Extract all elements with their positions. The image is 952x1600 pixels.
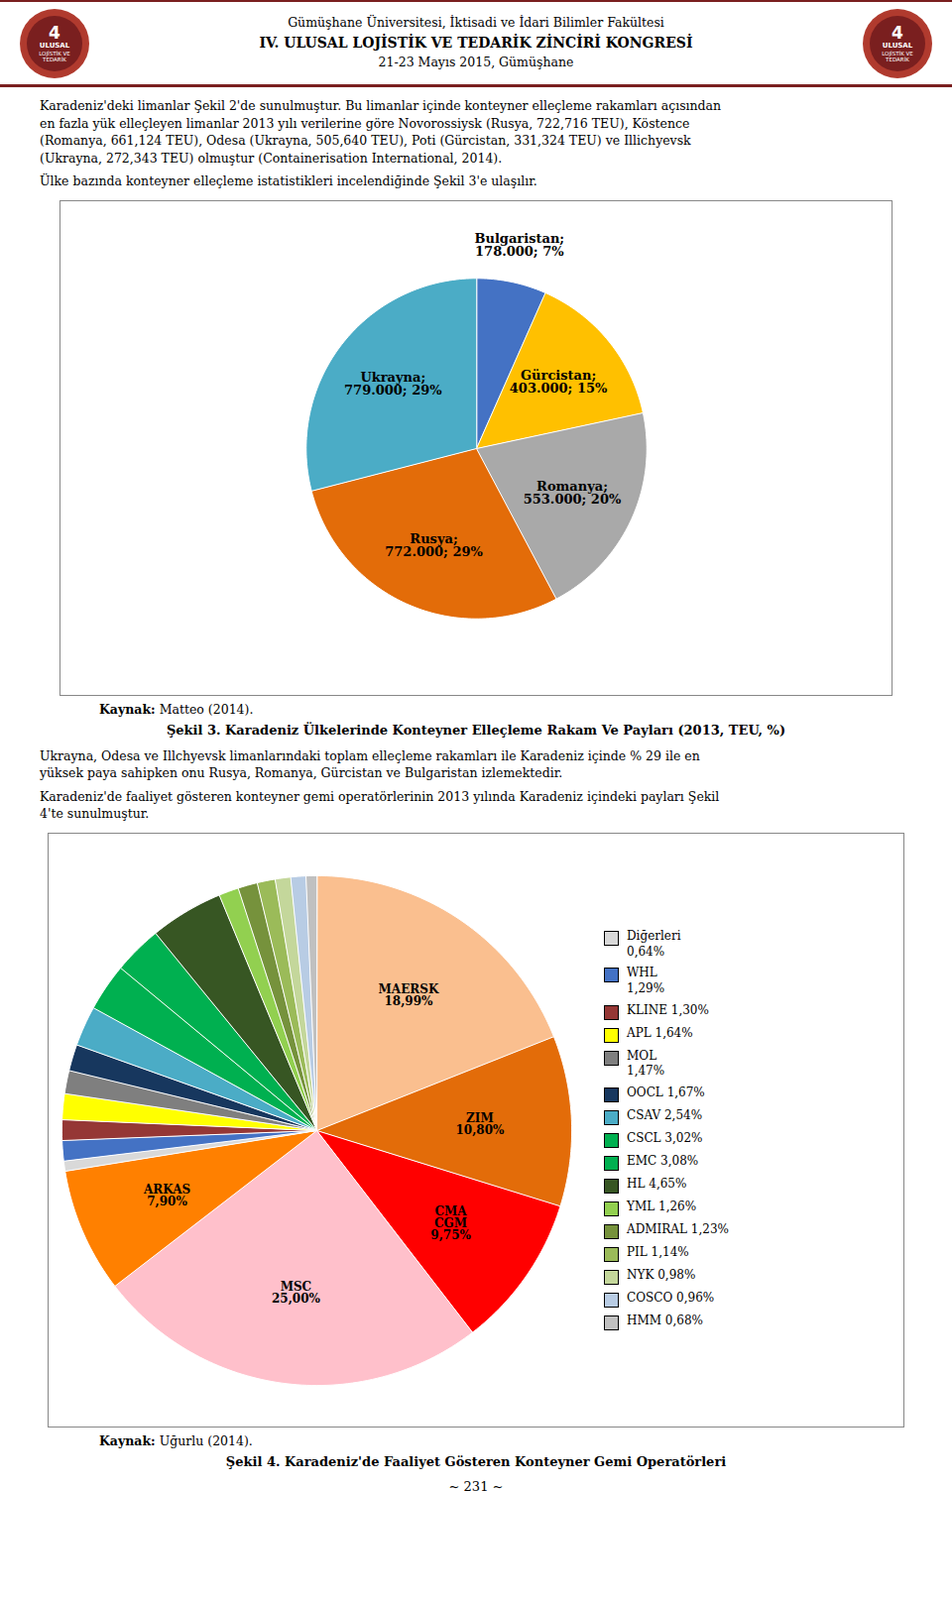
html-text:Ülke bazında konteyner elleçle: Ülke bazında konteyner elleçleme istatis… bbox=[39, 173, 538, 189]
svg-text:Ukrayna;779.000; 29%: Ukrayna;779.000; 29% bbox=[344, 368, 443, 397]
svg-text:Bulgaristan;178.000; 7%: Bulgaristan;178.000; 7% bbox=[474, 231, 565, 259]
html-text:LOJİSTİK VE TEDARİK: LOJİSTİK VE TEDARİK bbox=[881, 50, 914, 63]
html-text:MOL 1,47%: MOL 1,47% bbox=[626, 1048, 665, 1079]
html-text:Ukrayna, Odesa ve Illchyevsk l: Ukrayna, Odesa ve Illchyevsk limanlarınd… bbox=[39, 748, 700, 781]
html-text:Gümüşhane Üniversitesi, İktisa: Gümüşhane Üniversitesi, İktisadi ve İdar… bbox=[287, 15, 665, 31]
svg-text:MAERSK18,99%: MAERSK18,99% bbox=[378, 982, 440, 1009]
html-text:HMM 0,68%: HMM 0,68% bbox=[626, 1313, 704, 1328]
html-text:Karadeniz'de faaliyet gösteren: Karadeniz'de faaliyet gösteren konteyner… bbox=[39, 788, 720, 822]
html-text:Diğerleri 0,64%: Diğerleri 0,64% bbox=[626, 929, 681, 959]
html-text:Şekil 3. Karadeniz Ülkelerinde: Şekil 3. Karadeniz Ülkelerinde Konteyner… bbox=[166, 722, 786, 738]
svg-text:Gürcistan;403.000; 15%: Gürcistan;403.000; 15% bbox=[509, 366, 608, 395]
html-text:21-23 Mayıs 2015, Gümüşhane: 21-23 Mayıs 2015, Gümüşhane bbox=[378, 54, 574, 70]
svg-text:Rusya;772.000; 29%: Rusya;772.000; 29% bbox=[384, 530, 483, 559]
html-text:Şekil 4. Karadeniz'de Faaliyet: Şekil 4. Karadeniz'de Faaliyet Gösteren … bbox=[225, 1454, 727, 1470]
html-text:4: 4 bbox=[48, 22, 61, 43]
svg-text:CMACGM9,75%: CMACGM9,75% bbox=[430, 1204, 472, 1243]
html-text:Kaynak: Matteo (2014).: Kaynak: Matteo (2014). bbox=[99, 701, 254, 717]
html-text:EMC 3,08%: EMC 3,08% bbox=[626, 1154, 699, 1168]
html-text:APL 1,64%: APL 1,64% bbox=[626, 1025, 693, 1040]
html-text:WHL 1,29%: WHL 1,29% bbox=[626, 966, 665, 996]
html-text:CSCL 3,02%: CSCL 3,02% bbox=[626, 1131, 703, 1146]
html-text:CSAV 2,54%: CSAV 2,54% bbox=[626, 1108, 703, 1123]
svg-text:Romanya;553.000; 20%: Romanya;553.000; 20% bbox=[523, 478, 622, 507]
html-text:OOCL 1,67%: OOCL 1,67% bbox=[626, 1085, 705, 1100]
html-text:PIL 1,14%: PIL 1,14% bbox=[626, 1245, 689, 1260]
html-text:NYK 0,98%: NYK 0,98% bbox=[626, 1268, 696, 1283]
svg-text:ZIM10,80%: ZIM10,80% bbox=[455, 1111, 505, 1138]
html-text:Kaynak: Uğurlu (2014).: Kaynak: Uğurlu (2014). bbox=[99, 1433, 253, 1449]
html-text:ULUSAL: ULUSAL bbox=[39, 42, 70, 50]
html-text:IV. ULUSAL LOJİSTİK VE TEDARİK: IV. ULUSAL LOJİSTİK VE TEDARİK ZİNCİRİ K… bbox=[259, 34, 693, 51]
html-text:HL 4,65%: HL 4,65% bbox=[626, 1176, 687, 1191]
svg-text:ARKAS7,90%: ARKAS7,90% bbox=[142, 1182, 191, 1208]
html-text:ULUSAL: ULUSAL bbox=[882, 42, 913, 50]
html-text:Karadeniz'deki limanlar Şekil: Karadeniz'deki limanlar Şekil 2'de sunul… bbox=[39, 98, 722, 166]
html-text:ADMIRAL 1,23%: ADMIRAL 1,23% bbox=[626, 1222, 729, 1237]
html-text:YML 1,26%: YML 1,26% bbox=[626, 1199, 697, 1214]
html-text:COSCO 0,96%: COSCO 0,96% bbox=[626, 1290, 715, 1305]
html-text:4: 4 bbox=[891, 22, 904, 43]
html-text:~ 231 ~: ~ 231 ~ bbox=[448, 1479, 504, 1494]
html-text:LOJİSTİK VE TEDARİK: LOJİSTİK VE TEDARİK bbox=[38, 50, 71, 63]
svg-text:MSC25,00%: MSC25,00% bbox=[271, 1279, 322, 1306]
html-text:KLINE 1,30%: KLINE 1,30% bbox=[626, 1003, 709, 1018]
